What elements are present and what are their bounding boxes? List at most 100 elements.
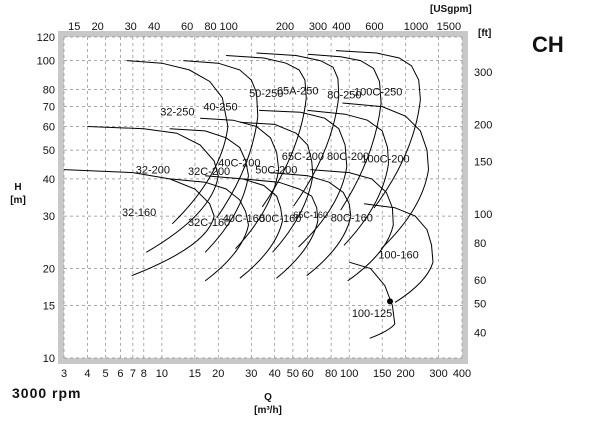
range-edge-50c-160: [276, 220, 319, 279]
brand-label: CH: [532, 32, 564, 57]
range-edge-32-160: [131, 216, 215, 277]
grid-lines: [63, 36, 463, 359]
y-tick-label: 20: [43, 264, 55, 276]
x-tick-label: 400: [453, 368, 471, 380]
x-tick-label: 8: [141, 368, 147, 380]
right-tick-label: 300: [474, 67, 492, 79]
model-label-100c-250: 100C-250: [354, 86, 402, 98]
head-curve-40c-200: [200, 117, 280, 170]
top-tick-label: 40: [148, 21, 160, 33]
range-edge-100c-250: [373, 99, 421, 209]
x-axis-unit: [m³/h]: [254, 405, 282, 416]
model-label-32-250: 32-250: [160, 107, 194, 119]
range-edge-32c-200: [204, 175, 249, 253]
head-curve-32-200: [87, 126, 219, 176]
model-label-65c-200: 65C-200: [282, 151, 324, 163]
range-edge-80c-200: [343, 163, 389, 246]
head-curve-50c-160: [242, 178, 319, 221]
model-label-50c-200: 50C-200: [255, 164, 297, 176]
right-tick-label: 100: [474, 209, 492, 221]
x-tick-label: 40: [269, 368, 281, 380]
y-axis-ticks: 10 15 20 30 40 50 60 70 80 100 120: [37, 32, 55, 365]
top-tick-label: 1500: [437, 21, 461, 33]
x-tick-label: 30: [245, 368, 257, 380]
right-tick-label: 40: [474, 327, 486, 339]
model-label-65c-160: 65C-160: [293, 210, 328, 220]
x-tick-label: 3: [61, 368, 67, 380]
y-tick-label: 50: [43, 145, 55, 157]
model-label-80c-200: 80C-200: [327, 151, 369, 163]
x-axis-label: Q: [264, 392, 272, 403]
y-tick-label: 10: [43, 353, 55, 365]
model-label-32-160: 32-160: [122, 207, 156, 219]
x-tick-label: 60: [302, 368, 314, 380]
y-tick-label: 60: [43, 122, 55, 134]
range-edge-80c-160: [347, 224, 394, 282]
top-tick-label: 300: [309, 21, 327, 33]
operating-point-dot: [387, 298, 393, 305]
head-curve-40c-160: [205, 175, 283, 221]
x-tick-label: 10: [156, 368, 168, 380]
model-label-80-250: 80-250: [327, 89, 361, 101]
x-tick-label: 150: [373, 368, 391, 380]
head-curve-100-160: [364, 203, 434, 263]
head-curve-32c-200: [169, 128, 249, 176]
model-label-40c-160: 40C-160: [223, 213, 265, 225]
top-tick-label: 60: [181, 21, 193, 33]
right-tick-label: 60: [474, 275, 486, 287]
top-tick-label: 400: [332, 21, 350, 33]
head-curve-65c-160: [270, 172, 352, 217]
head-curve-65a-250: [256, 52, 340, 97]
x-tick-label: 200: [396, 368, 414, 380]
top-axis-unit: [USgpm]: [430, 4, 472, 15]
range-edge-100c-200: [380, 169, 429, 250]
right-tick-label: 50: [474, 299, 486, 311]
range-edge-32c-160: [204, 224, 249, 282]
head-curve-80c-160: [310, 169, 394, 226]
y-tick-label: 80: [43, 84, 55, 96]
head-curve-100c-200: [342, 102, 429, 170]
range-edge-80-250: [340, 102, 382, 211]
x-tick-label: 4: [84, 368, 90, 380]
right-tick-label: 200: [474, 120, 492, 132]
model-label-40-250: 40-250: [203, 102, 237, 114]
x-tick-label: 7: [130, 368, 136, 380]
top-tick-label: 20: [92, 21, 104, 33]
head-curve-32c-160: [169, 178, 249, 226]
head-curve-50-250: [226, 55, 307, 98]
model-label-32c-160: 32C-160: [188, 217, 230, 229]
pump-curves: [63, 50, 434, 339]
y-axis-label: H: [14, 182, 21, 193]
speed-label: 3000 rpm: [12, 385, 81, 401]
top-tick-label: 100: [220, 21, 238, 33]
range-edge-32-200: [146, 175, 219, 253]
y-tick-label: 30: [43, 211, 55, 223]
x-tick-label: 6: [117, 368, 123, 380]
top-tick-label: 80: [204, 21, 216, 33]
x-tick-label: 100: [340, 368, 358, 380]
top-tick-label: 600: [365, 21, 383, 33]
head-curve-100c-250: [335, 50, 421, 100]
right-axis-ticks: 40 50 60 80 100 150 200 300: [474, 67, 492, 339]
range-edge-65c-160: [306, 216, 352, 277]
range-edge-50-250: [261, 97, 307, 208]
x-tick-label: 20: [212, 368, 224, 380]
x-axis-ticks: 3 4 5 6 7 8 10 15 20 30 40 50 60 80 100 150 200 300 400: [61, 368, 471, 380]
model-label-50c-160: 50C-160: [259, 213, 301, 225]
model-label-80c-160: 80C-160: [331, 213, 373, 225]
model-label-32c-200: 32C-200: [188, 166, 230, 178]
model-label-100-160: 100-160: [378, 250, 418, 262]
x-tick-label: 50: [287, 368, 299, 380]
range-edge-32-250: [171, 126, 229, 225]
y-tick-label: 120: [37, 32, 55, 44]
y-tick-label: 15: [43, 301, 55, 313]
top-axis-ticks: 15 20 30 40 60 80 100 200 300 400 600 1000 1500: [68, 21, 461, 33]
plot-area: [58, 31, 468, 364]
range-edge-65c-200: [298, 166, 348, 248]
range-edge-40c-160: [239, 220, 283, 279]
head-curve-32-250: [126, 60, 229, 127]
range-edge-40-250: [216, 116, 259, 219]
head-curve-50c-200: [239, 121, 314, 176]
